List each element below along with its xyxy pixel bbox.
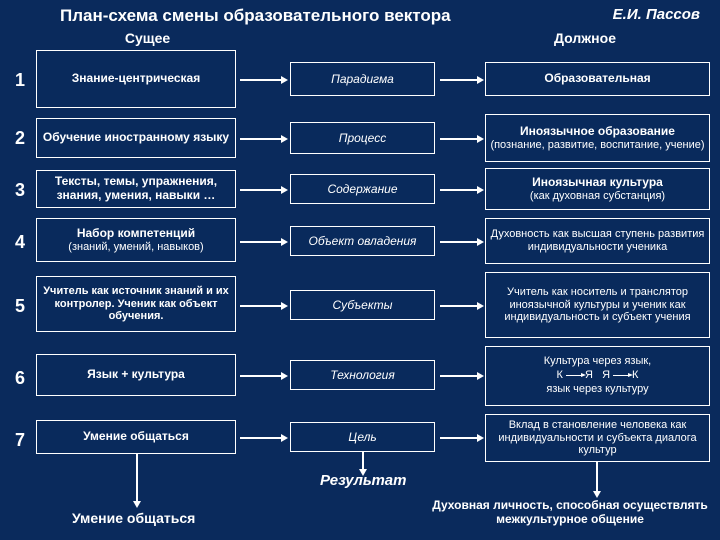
row-number: 4 (8, 232, 32, 253)
down-arrow-icon (362, 452, 364, 470)
down-arrow-icon (596, 462, 598, 492)
row-number: 7 (8, 430, 32, 451)
diagram-title: План-схема смены образовательного вектор… (60, 6, 451, 26)
arrow-icon (240, 305, 282, 307)
arrow-icon (440, 241, 478, 243)
right-cell-6: Культура через язык, КЯ ЯК язык через ку… (485, 346, 710, 406)
arrow-icon (240, 138, 282, 140)
down-arrow-icon (136, 454, 138, 502)
row-number: 3 (8, 180, 32, 201)
mid-cell-2: Процесс (290, 122, 435, 154)
left-cell-7: Умение общаться (36, 420, 236, 454)
arrow-icon (566, 375, 582, 376)
row-number: 5 (8, 296, 32, 317)
arrow-icon (440, 189, 478, 191)
column-header-right: Должное (480, 30, 690, 46)
arrow-icon (440, 437, 478, 439)
arrow-icon (440, 305, 478, 307)
left-cell-2: Обучение иностранному языку (36, 118, 236, 158)
mid-cell-6: Технология (290, 360, 435, 390)
header-left-top: Сущее (125, 30, 170, 46)
left-cell-6: Язык + культура (36, 354, 236, 396)
left-cell-3: Тексты, темы, упражнения, знания, умения… (36, 170, 236, 208)
bottom-right-result: Духовная личность, способная осуществлят… (430, 498, 710, 527)
arrow-icon (240, 189, 282, 191)
mid-cell-5: Субъекты (290, 290, 435, 320)
row-number: 2 (8, 128, 32, 149)
mid-cell-7: Цель (290, 422, 435, 452)
diagram-author: Е.И. Пассов (613, 6, 700, 23)
arrow-icon (613, 375, 629, 376)
right-cell-3: Иноязычная культура (как духовная субста… (485, 168, 710, 210)
right-cell-5: Учитель как носитель и транслятор иноязы… (485, 272, 710, 338)
arrow-icon (240, 79, 282, 81)
column-header-left: Сущее (60, 30, 235, 47)
mid-cell-3: Содержание (290, 174, 435, 204)
mid-cell-1: Парадигма (290, 62, 435, 96)
right-cell-7: Вклад в становление человека как индивид… (485, 414, 710, 462)
left-cell-1: Знание-центрическая (36, 50, 236, 108)
left-cell-4: Набор компетенций (знаний, умений, навык… (36, 218, 236, 262)
arrow-icon (240, 241, 282, 243)
arrow-icon (440, 138, 478, 140)
right-cell-4: Духовность как высшая ступень развития и… (485, 218, 710, 264)
arrow-icon (240, 437, 282, 439)
arrow-icon (240, 375, 282, 377)
right-cell-2: Иноязычное образование (познание, развит… (485, 114, 710, 162)
mid-cell-4: Объект овладения (290, 226, 435, 256)
arrow-icon (440, 375, 478, 377)
result-label: Результат (320, 472, 406, 489)
bottom-left-result: Умение общаться (72, 510, 195, 526)
arrow-icon (440, 79, 478, 81)
row-number: 1 (8, 70, 32, 91)
right-cell-1: Образовательная (485, 62, 710, 96)
left-cell-5: Учитель как источник знаний и их контрол… (36, 276, 236, 332)
row-number: 6 (8, 368, 32, 389)
